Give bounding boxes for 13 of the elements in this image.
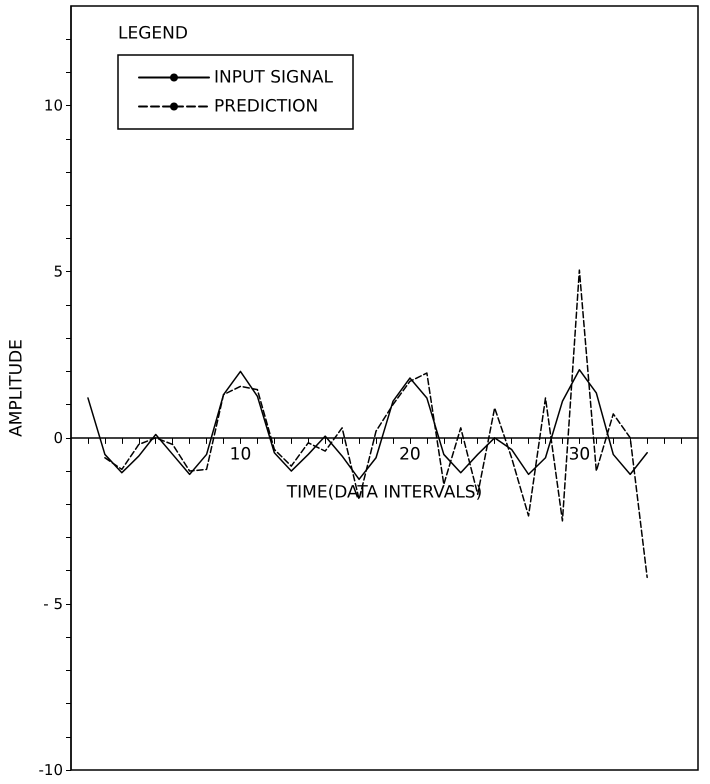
legend-title: LEGEND (118, 24, 188, 44)
y-tick-label: 0 (53, 428, 63, 447)
x-tick-label: 30 (568, 444, 590, 464)
legend-label: PREDICTION (214, 96, 318, 116)
y-tick-label: 5 (53, 262, 63, 281)
y-tick-label: -10 (38, 761, 63, 779)
y-tick-label: - 5 (43, 594, 63, 613)
x-tick-label: 10 (230, 444, 252, 464)
x-axis-title: TIME(DATA INTERVALS) (286, 482, 482, 502)
y-tick-label: 10 (44, 96, 63, 115)
legend-label: INPUT SIGNAL (214, 68, 334, 88)
x-tick-label: 20 (399, 444, 421, 464)
y-axis-title: AMPLITUDE (6, 339, 26, 437)
